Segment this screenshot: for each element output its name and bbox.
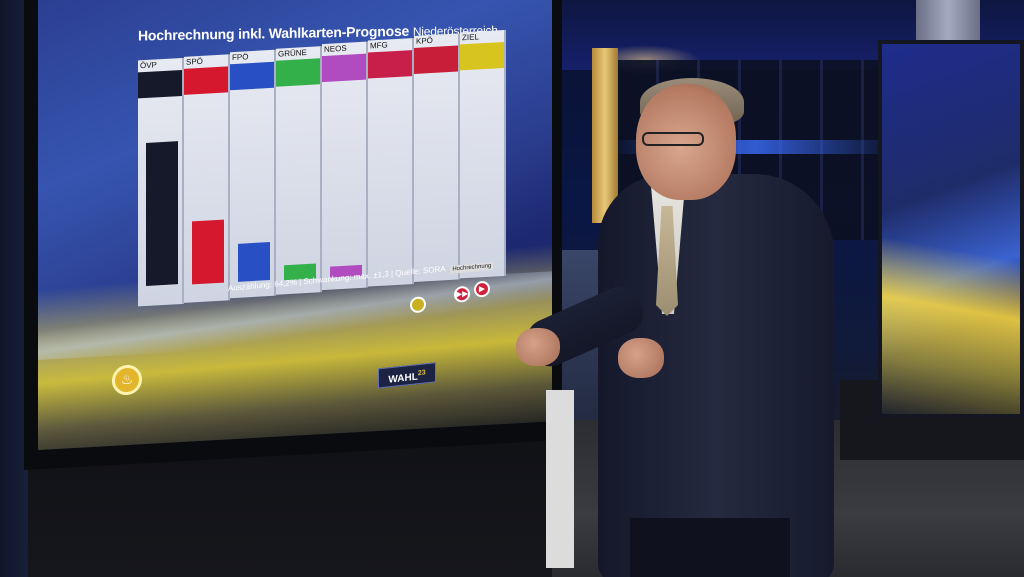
presenter-legs [630, 518, 790, 577]
chart-column: MFG [368, 37, 414, 287]
party-color-swatch [368, 49, 412, 79]
bell-icon: ♨ [120, 370, 134, 388]
category-label: NEOS [324, 43, 347, 55]
presenter-hand [618, 338, 664, 378]
party-color-swatch [138, 69, 182, 99]
presenter-glasses [642, 132, 704, 146]
party-color-swatch [322, 53, 366, 83]
category-label: FPÖ [232, 52, 249, 63]
chart-column: FPÖ [230, 49, 276, 299]
pillar-lit [592, 48, 618, 223]
presenter-pointing-hand [516, 328, 560, 366]
chart-bar [192, 219, 224, 284]
logo-text: WAHL [388, 371, 418, 386]
category-label: MFG [370, 39, 388, 50]
category-label: KPÖ [416, 35, 433, 46]
presenter [510, 78, 834, 577]
party-color-swatch [414, 45, 458, 74]
paper-sheet [546, 390, 574, 568]
chart-column: ZIEL [460, 29, 506, 278]
chart-bar [146, 141, 178, 286]
category-label: ZIEL [462, 31, 479, 42]
category-label: GRÜNE [278, 47, 307, 59]
chart-column: NEOS [322, 41, 368, 291]
chart-column: SPÖ [184, 53, 230, 303]
party-color-swatch [460, 41, 504, 70]
category-label: ÖVP [140, 60, 157, 71]
presenter-head [636, 84, 736, 200]
chart-column: KPÖ [414, 33, 460, 282]
chart-bar [238, 242, 270, 282]
party-color-swatch [276, 57, 320, 87]
party-color-swatch [230, 61, 274, 91]
side-display-panel [878, 40, 1024, 418]
category-label: SPÖ [186, 56, 203, 67]
party-color-swatch [184, 65, 228, 95]
touch-screen[interactable]: Hochrechnung inkl. Wahlkarten-Prognose N… [38, 0, 552, 450]
chart-column: GRÜNE [276, 45, 322, 295]
presenter-tie [656, 206, 678, 316]
logo-year: 23 [417, 369, 426, 378]
bell-icon-button[interactable]: ♨ [112, 364, 142, 396]
wahl-logo: WAHL23 [378, 362, 436, 389]
chart-column: ÖVP [138, 57, 184, 307]
